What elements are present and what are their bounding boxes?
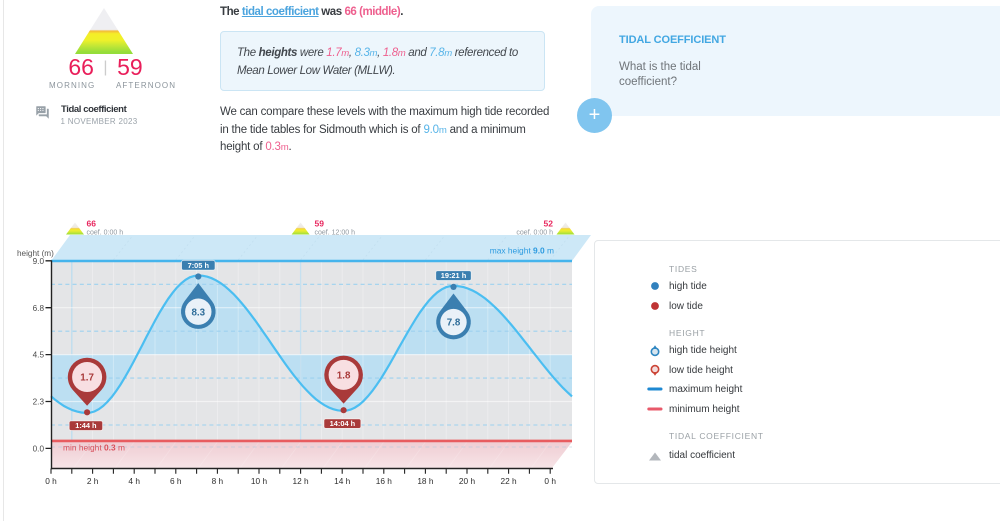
svg-text:2.3: 2.3 [33,398,45,407]
svg-text:4 h: 4 h [128,476,140,486]
svg-text:6 h: 6 h [170,476,182,486]
svg-text:6.8: 6.8 [33,304,45,313]
svg-text:4.5: 4.5 [33,351,45,360]
svg-text:10 h: 10 h [251,476,268,486]
svg-text:16 h: 16 h [376,476,393,486]
svg-text:coef. 0:00 h: coef. 0:00 h [87,230,124,237]
svg-text:1:44 h: 1:44 h [75,421,97,430]
svg-text:0 h: 0 h [45,476,57,486]
svg-text:12 h: 12 h [293,476,310,486]
svg-text:14 h: 14 h [334,476,351,486]
svg-text:19:21 h: 19:21 h [441,271,467,280]
svg-text:coef. 0:00 h: coef. 0:00 h [516,230,553,237]
svg-text:52: 52 [544,219,554,229]
svg-text:18 h: 18 h [417,476,434,486]
svg-text:59: 59 [315,219,325,229]
svg-text:20 h: 20 h [459,476,476,486]
svg-text:22 h: 22 h [501,476,518,486]
svg-text:14:04 h: 14:04 h [330,419,356,428]
svg-text:1.7: 1.7 [80,373,94,384]
svg-text:7.8: 7.8 [447,318,461,329]
svg-text:0 h: 0 h [544,476,556,486]
svg-text:2 h: 2 h [87,476,99,486]
svg-text:min height 0.3 m: min height 0.3 m [63,443,125,453]
svg-text:max height 9.0 m: max height 9.0 m [490,246,554,256]
svg-text:height (m): height (m) [17,249,54,258]
svg-text:66: 66 [87,219,97,229]
svg-text:1.8: 1.8 [337,371,351,382]
svg-text:8.3: 8.3 [191,307,205,318]
svg-text:0.0: 0.0 [33,445,45,454]
svg-text:9.0: 9.0 [33,257,45,266]
svg-text:7:05 h: 7:05 h [188,261,210,270]
svg-text:8 h: 8 h [212,476,224,486]
svg-text:coef. 12:00 h: coef. 12:00 h [315,230,356,237]
